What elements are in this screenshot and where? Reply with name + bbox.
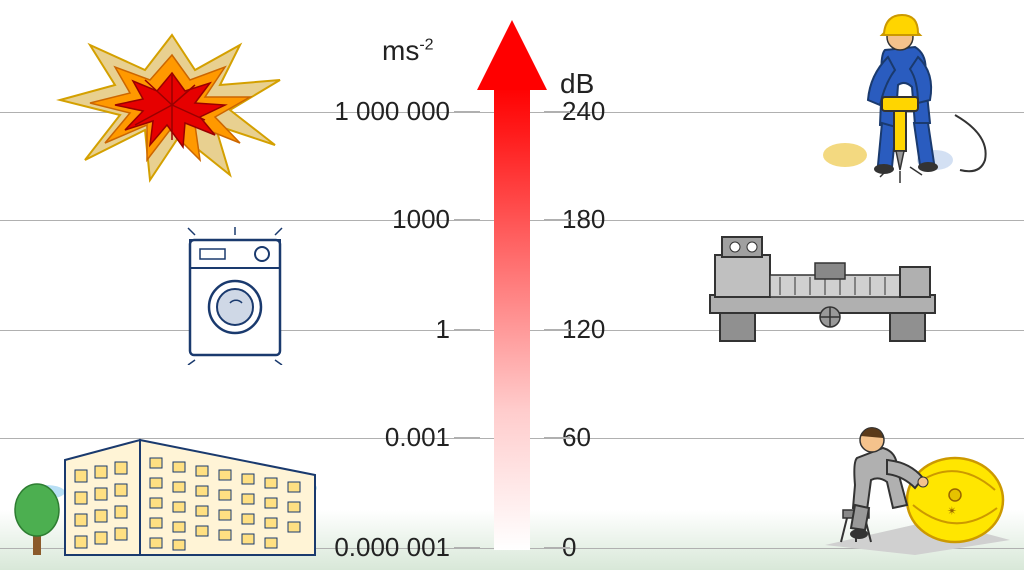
db-label: 120 (562, 314, 605, 345)
svg-text:✴: ✴ (947, 504, 957, 518)
explosion-icon (55, 25, 290, 185)
ms-label: 0.001 (385, 422, 450, 453)
db-label: 180 (562, 204, 605, 235)
db-label: 60 (562, 422, 591, 453)
db-label: 0 (562, 532, 576, 563)
ms-label: 1 (436, 314, 450, 345)
ms-label: 1000 (392, 204, 450, 235)
lathe-machine-icon (700, 225, 945, 345)
central-arrow (477, 0, 547, 570)
worker-polishing-icon: ✴ (815, 390, 1015, 555)
ms-label: 0.000 001 (334, 532, 450, 563)
db-label: 240 (562, 96, 605, 127)
washing-machine-icon (180, 225, 295, 365)
apartment-building-icon (5, 420, 325, 565)
unit-ms2: ms-2 (382, 35, 434, 67)
ms-label: 1 000 000 (334, 96, 450, 127)
worker-jackhammer-icon (810, 5, 1005, 190)
